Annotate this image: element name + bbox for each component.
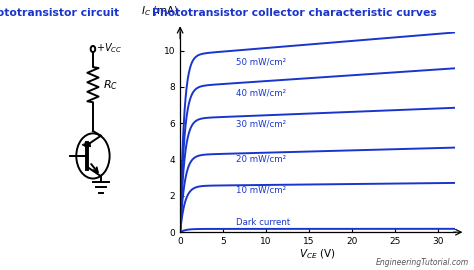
Text: Phototransistor collector characteristic curves: Phototransistor collector characteristic… [152,8,436,18]
Text: $R_C$: $R_C$ [102,78,118,92]
Text: Phototransistor circuit: Phototransistor circuit [0,8,119,18]
X-axis label: $V_{CE}$ (V): $V_{CE}$ (V) [299,247,336,261]
Text: 30 mW/cm²: 30 mW/cm² [236,120,286,129]
Text: Dark current: Dark current [236,218,290,227]
Text: 20 mW/cm²: 20 mW/cm² [236,154,286,163]
Text: $+V_{CC}$: $+V_{CC}$ [96,41,122,55]
Text: EngineeringTutorial.com: EngineeringTutorial.com [376,258,469,267]
Text: 10 mW/cm²: 10 mW/cm² [236,185,286,194]
Text: 50 mW/cm²: 50 mW/cm² [236,58,286,67]
Text: 40 mW/cm²: 40 mW/cm² [236,89,286,98]
Text: $I_C$ (mA): $I_C$ (mA) [141,4,180,18]
